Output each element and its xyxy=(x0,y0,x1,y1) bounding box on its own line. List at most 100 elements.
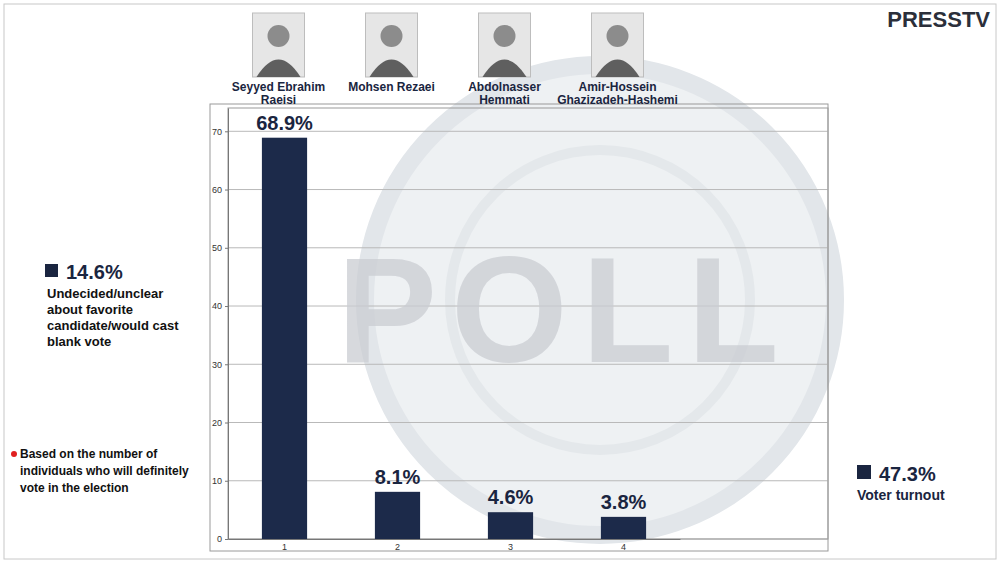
candidate-name: AbdolnasserHemmati xyxy=(468,80,541,107)
candidate-name: Amir-HosseinGhazizadeh-Hashemi xyxy=(557,80,678,107)
portrait xyxy=(479,13,531,77)
x-axis: 1 2 3 4 xyxy=(229,539,681,552)
y-tick-mark xyxy=(225,306,228,307)
y-tick-mark xyxy=(225,423,228,424)
y-tick-label: 0 xyxy=(217,534,222,544)
portrait-head xyxy=(494,25,516,47)
text-line: Raeisi xyxy=(261,93,296,107)
portrait-frame xyxy=(592,13,644,77)
y-tick: 60 xyxy=(212,185,228,195)
bar xyxy=(375,492,420,539)
grid-line xyxy=(228,131,828,132)
source-logo: PRESSTV xyxy=(887,7,990,32)
portrait-body xyxy=(370,60,414,78)
portrait-body xyxy=(257,60,301,78)
y-axis-line xyxy=(228,109,229,540)
background xyxy=(0,0,1000,563)
y-tick-label: 20 xyxy=(212,418,222,428)
y-tick-label: 30 xyxy=(212,360,222,370)
text-line: Based on the number of xyxy=(20,447,158,461)
portrait xyxy=(366,13,418,77)
text-line: Ghazizadeh-Hashemi xyxy=(557,93,678,107)
y-tick-label: 40 xyxy=(212,301,222,311)
portrait-frame xyxy=(253,13,305,77)
data-label: 4.6% xyxy=(488,486,534,508)
grid-line xyxy=(228,422,828,423)
annotations: 14.6% Undecided/unclearabout favoritecand… xyxy=(11,261,945,503)
y-tick: 70 xyxy=(212,127,228,137)
x-tick: 1 xyxy=(282,539,287,552)
portrait-head xyxy=(268,25,290,47)
text-line: Seyyed Ebrahim xyxy=(232,80,325,94)
candidates: Seyyed EbrahimRaeisi Mohsen Rezaei Abdolna… xyxy=(232,13,678,107)
y-tick-mark xyxy=(225,539,228,540)
x-tick: 2 xyxy=(395,539,400,552)
candidate-name: Seyyed EbrahimRaeisi xyxy=(232,80,325,107)
grid-line xyxy=(228,189,828,190)
grid-line xyxy=(228,480,828,481)
portrait-body xyxy=(596,60,640,78)
text-line: Amir-Hossein xyxy=(578,80,656,94)
y-tick: 50 xyxy=(212,243,228,253)
data-labels: 68.9% 8.1% 4.6% 3.8% xyxy=(256,112,646,513)
y-tick: 20 xyxy=(212,418,228,428)
plot-area xyxy=(228,108,828,539)
x-tick: 4 xyxy=(621,539,626,552)
text-line: Hemmati xyxy=(479,93,530,107)
annotation-value: 14.6% xyxy=(66,261,123,283)
portrait-head xyxy=(607,25,629,47)
text-line: Voter turnout xyxy=(857,487,945,503)
portrait-frame xyxy=(479,13,531,77)
y-tick: 0 xyxy=(217,534,228,544)
x-tick-label: 1 xyxy=(282,542,287,552)
bar xyxy=(601,517,646,539)
text-line: blank vote xyxy=(47,334,111,349)
x-tick: 3 xyxy=(508,539,513,552)
x-tick-label: 3 xyxy=(508,542,513,552)
annotation-value: 47.3% xyxy=(879,463,936,485)
text-line: about favorite xyxy=(47,302,133,317)
text-line: Mohsen Rezaei xyxy=(348,80,435,94)
bar xyxy=(488,512,533,539)
y-tick: 10 xyxy=(212,476,228,486)
grid xyxy=(228,131,828,539)
watermark: POLL xyxy=(337,226,793,394)
bars xyxy=(262,138,646,539)
data-label: 8.1% xyxy=(375,466,421,488)
note-dot xyxy=(11,451,17,457)
y-tick-mark xyxy=(225,131,228,132)
text-line: Undecided/unclear xyxy=(47,286,163,301)
text-line: vote in the election xyxy=(20,481,129,495)
text-line: candidate/would cast xyxy=(47,318,179,333)
portrait-body xyxy=(483,60,527,78)
text-line: Abdolnasser xyxy=(468,80,541,94)
data-label: 3.8% xyxy=(601,491,647,513)
portrait-frame xyxy=(366,13,418,77)
y-tick-mark xyxy=(225,190,228,191)
portrait xyxy=(592,13,644,77)
candidate-name: Mohsen Rezaei xyxy=(348,80,435,94)
portrait xyxy=(253,13,305,77)
text-line: individuals who will definitely xyxy=(20,464,189,478)
data-label: 68.9% xyxy=(256,112,313,134)
legend-square xyxy=(857,465,871,479)
bar xyxy=(262,138,307,539)
portrait-head xyxy=(381,25,403,47)
legend-square xyxy=(45,264,58,277)
annotation-text: Undecided/unclearabout favoritecandidate… xyxy=(47,286,179,349)
y-tick: 40 xyxy=(212,301,228,311)
outer-border xyxy=(4,4,996,559)
y-tick-label: 60 xyxy=(212,185,222,195)
y-tick: 30 xyxy=(212,360,228,370)
x-axis-line xyxy=(229,539,681,540)
y-tick-label: 50 xyxy=(212,243,222,253)
plot-frame xyxy=(210,104,828,551)
annotation-text: Voter turnout xyxy=(857,487,945,503)
x-tick-label: 2 xyxy=(395,542,400,552)
x-tick-label: 4 xyxy=(621,542,626,552)
y-tick-mark xyxy=(225,481,228,482)
y-axis: 0 10 20 30 40 50 60 70 xyxy=(212,109,229,545)
y-tick-mark xyxy=(225,248,228,249)
y-tick-label: 10 xyxy=(212,476,222,486)
y-tick-mark xyxy=(225,364,228,365)
